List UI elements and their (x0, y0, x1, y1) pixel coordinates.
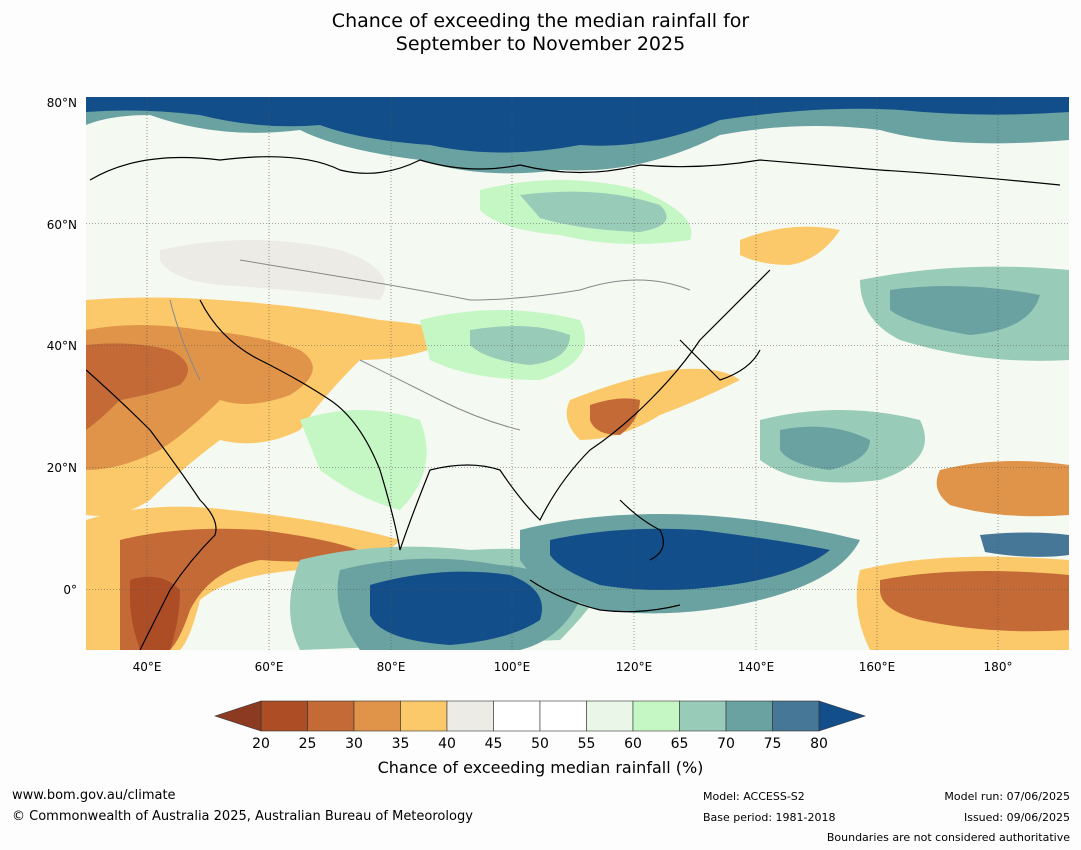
region-middle-east-driest (86, 343, 188, 430)
lat-label: 80°N (47, 96, 77, 110)
region-north-pacific-teal (890, 286, 1040, 335)
colorbar-tick-label: 55 (578, 736, 596, 752)
region-ne-asia-dry (740, 226, 840, 265)
copyright-text: © Commonwealth of Australia 2025, Austra… (12, 809, 473, 824)
map-field (86, 97, 1069, 650)
colorbar-box (725, 700, 773, 732)
colorbar-box (772, 700, 820, 732)
title-line-2: September to November 2025 (395, 33, 686, 55)
lon-label: 140°E (738, 660, 775, 674)
region-india-green (300, 410, 427, 510)
model-name: Model: ACCESS-S2 (703, 790, 805, 803)
issued-date: Issued: 09/06/2025 (963, 811, 1070, 824)
longitude-labels: 40°E 60°E 80°E 100°E 120°E 140°E 160°E 1… (133, 660, 1013, 674)
colorbar-tick-label: 50 (531, 736, 549, 752)
colorbar-box (260, 700, 308, 732)
region-somalia-driest (130, 576, 180, 650)
lon-label: 160°E (859, 660, 896, 674)
region-indian-ocean-very-wet (370, 571, 542, 645)
region-siberia-teal (520, 191, 667, 232)
region-china-drier (590, 398, 640, 435)
colorbar-tick-label: 20 (252, 736, 270, 752)
region-pacific-wet-2 (780, 426, 870, 470)
lon-label: 100°E (494, 660, 531, 674)
region-central-asia-neutral (160, 240, 385, 300)
lat-label: 0° (63, 583, 77, 597)
lat-label: 60°N (47, 218, 77, 232)
colorbar-under-arrow (214, 700, 262, 732)
colorbar-box (493, 700, 541, 732)
lon-label: 60°E (255, 660, 284, 674)
lat-label: 20°N (47, 461, 77, 475)
lon-label: 120°E (616, 660, 653, 674)
region-pacific-drier (880, 571, 1069, 632)
country-borders (169, 259, 691, 431)
colorbar-ticks: 20 25 30 35 40 45 50 55 60 65 70 75 80 (252, 736, 828, 752)
lat-label: 40°N (47, 339, 77, 353)
coastlines (86, 156, 1061, 650)
colorbar-box (353, 700, 401, 732)
colorbar-box (632, 700, 680, 732)
lon-label: 180° (984, 660, 1013, 674)
region-china-teal (470, 326, 570, 365)
colorbar-box (400, 700, 448, 732)
lon-label: 40°E (133, 660, 162, 674)
boundaries-note: Boundaries are not considered authoritat… (826, 831, 1070, 844)
title-line-1: Chance of exceeding the median rainfall … (331, 10, 750, 32)
colorbar-tick-label: 45 (485, 736, 503, 752)
colorbar-tick-label: 35 (392, 736, 410, 752)
colorbar-box (539, 700, 587, 732)
lon-label: 80°E (377, 660, 406, 674)
base-period: Base period: 1981-2018 (703, 811, 836, 824)
region-arctic-very-high (86, 97, 1069, 153)
colorbar-tick-label: 80 (810, 736, 828, 752)
region-pacific-wet-band (980, 532, 1069, 557)
colorbar-box (307, 700, 355, 732)
colorbar-tick-label: 30 (345, 736, 363, 752)
colorbar-tick-label: 75 (764, 736, 782, 752)
colorbar-boxes (260, 700, 820, 732)
colorbar-box (586, 700, 634, 732)
chart-title: Chance of exceeding the median rainfall … (0, 10, 1081, 56)
colorbar-tick-label: 70 (717, 736, 735, 752)
region-pacific-north-dry (936, 461, 1069, 517)
colorbar-tick-label: 40 (438, 736, 456, 752)
colorbar-over-arrow (818, 700, 866, 732)
colorbar: 20 25 30 35 40 45 50 55 60 65 70 75 80 (214, 700, 866, 752)
colorbar-label: Chance of exceeding median rainfall (%) (377, 758, 704, 777)
colorbar-tick-label: 60 (624, 736, 642, 752)
graticule (86, 97, 1069, 650)
colorbar-tick-label: 25 (299, 736, 317, 752)
latitude-labels: 80°N 60°N 40°N 20°N 0° (47, 96, 77, 597)
region-maritime-very-wet (550, 528, 830, 590)
colorbar-box (679, 700, 727, 732)
colorbar-box (446, 700, 494, 732)
model-run-date: Model run: 07/06/2025 (944, 790, 1070, 803)
website-link[interactable]: www.bom.gov.au/climate (12, 788, 176, 803)
colorbar-tick-label: 65 (671, 736, 689, 752)
